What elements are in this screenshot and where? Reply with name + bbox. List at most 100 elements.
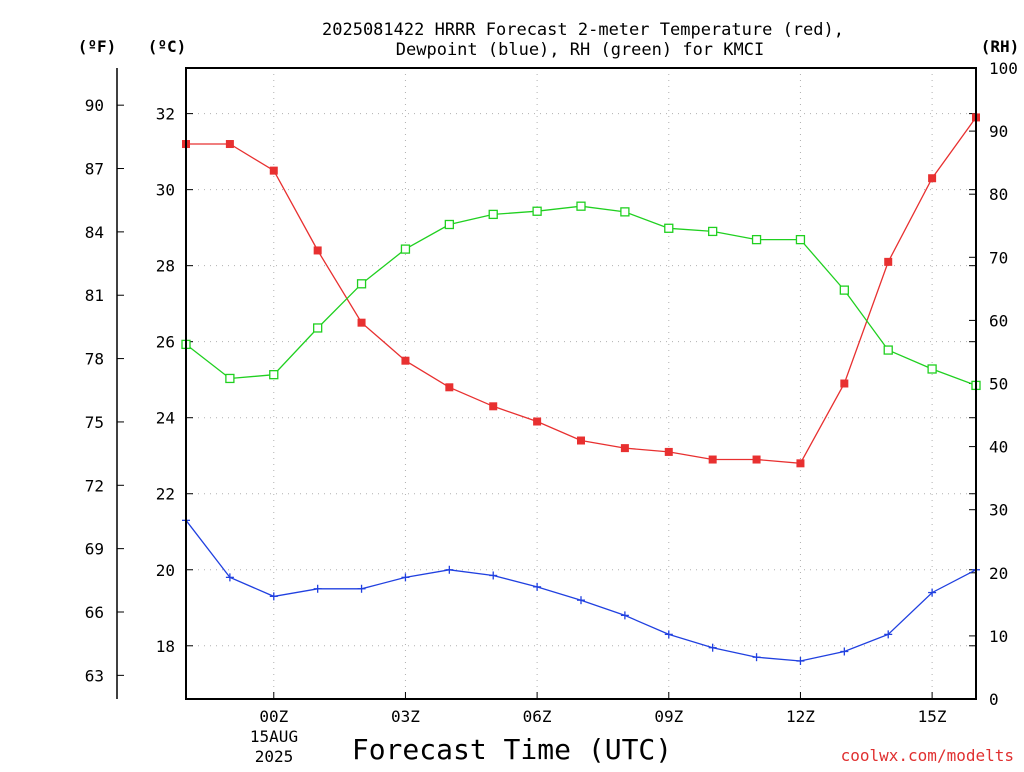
2-meter-temperature-point [796, 459, 805, 468]
rh-point [576, 201, 586, 211]
rh-tick-label: 50 [989, 375, 1008, 394]
celsius-tick-label: 30 [156, 181, 175, 200]
2-meter-temperature-point [357, 318, 366, 327]
celsius-tick-label: 20 [156, 561, 175, 580]
x-axis-title: Forecast Time (UTC) [352, 733, 672, 766]
2-meter-temperature-point [708, 455, 717, 464]
2-meter-temperature-point [752, 455, 761, 464]
2-meter-temperature-point [533, 417, 542, 426]
rh-point [664, 223, 674, 233]
celsius-tick-label: 28 [156, 257, 175, 276]
chart-title-line1: 2025081422 HRRR Forecast 2-meter Tempera… [322, 20, 844, 40]
fahrenheit-tick-label: 69 [85, 540, 104, 559]
time-tick-label: 06Z [523, 707, 552, 726]
dewpoint-point [664, 630, 673, 639]
celsius-axis-unit: (ºC) [148, 37, 187, 56]
fahrenheit-tick-label: 75 [85, 413, 104, 432]
dewpoint-series [182, 516, 980, 665]
source-watermark: coolwx.com/modelts [841, 746, 1014, 765]
rh-point [488, 209, 498, 220]
celsius-tick-label: 26 [156, 333, 175, 352]
rh-tick-label: 40 [989, 438, 1008, 457]
2-meter-temperature-point [928, 174, 937, 183]
2-meter-temperature-point [664, 447, 673, 456]
dewpoint-point [752, 653, 761, 662]
rh-tick-label: 100 [989, 59, 1018, 78]
rh-point [313, 323, 323, 333]
rh-point [839, 285, 849, 295]
dewpoint-point [708, 643, 717, 652]
dewpoint-point [796, 656, 805, 665]
rh-point [400, 244, 411, 254]
rh-line [185, 205, 977, 387]
rh-tick-label: 90 [989, 122, 1008, 141]
2-meter-temperature-point [620, 444, 629, 453]
rh-axis-unit: (RH) [981, 37, 1020, 56]
dewpoint-point [884, 630, 893, 639]
rh-tick-label: 60 [989, 311, 1008, 330]
time-tick-label: 09Z [654, 707, 683, 726]
dewpoint-point [533, 582, 542, 591]
rh-tick-label: 0 [989, 690, 999, 709]
dewpoint-point [225, 573, 234, 582]
time-tick-label: 15Z [918, 707, 947, 726]
date-label-year: 2025 [255, 747, 294, 766]
rh-point [708, 226, 718, 237]
fahrenheit-tick-label: 87 [85, 160, 104, 179]
dewpoint-point [313, 584, 322, 593]
dewpoint-point [357, 584, 366, 593]
rh-tick-label: 10 [989, 627, 1008, 646]
2-meter-temperature-point [313, 246, 322, 255]
rh-point [620, 207, 630, 217]
rh-point [795, 234, 806, 245]
2-meter-temperature-point [840, 379, 849, 388]
2-meter-temperature-point [577, 436, 585, 445]
2-meter-temperature-point [401, 356, 410, 365]
date-label-day: 15AUG [250, 727, 298, 746]
rh-point [883, 345, 893, 355]
celsius-axis: 18 20 22 24 26 28 30 32 [156, 105, 976, 656]
rh-point [444, 219, 454, 230]
chart-title-line2: Dewpoint (blue), RH (green) for KMCI [396, 40, 764, 60]
dewpoint-point [840, 647, 849, 656]
rh-point [269, 370, 279, 380]
rh-tick-label: 30 [989, 501, 1008, 520]
dewpoint-point [489, 571, 498, 580]
rh-axis: 0 10 20 30 40 50 60 70 80 90 100 [969, 59, 1018, 709]
rh-tick-label: 70 [989, 248, 1008, 267]
fahrenheit-tick-label: 66 [85, 603, 104, 622]
fahrenheit-tick-label: 72 [85, 476, 104, 495]
celsius-tick-label: 32 [156, 105, 175, 124]
celsius-tick-label: 22 [156, 485, 175, 504]
2-meter-temperature-series [182, 113, 980, 468]
dewpoint-point [577, 596, 585, 605]
dewpoint-point [928, 588, 937, 597]
fahrenheit-tick-label: 90 [85, 96, 104, 115]
time-tick-label: 00Z [259, 707, 288, 726]
time-tick-label: 03Z [391, 707, 420, 726]
2-meter-temperature-point [884, 257, 893, 266]
time-tick-label: 12Z [786, 707, 815, 726]
dewpoint-point [620, 611, 629, 620]
fahrenheit-tick-label: 63 [85, 666, 104, 685]
rh-point [225, 373, 235, 384]
rh-point [356, 279, 367, 289]
fahrenheit-axis: 63 66 69 72 75 78 81 84 87 90 [85, 68, 124, 699]
rh-series [181, 201, 981, 391]
rh-point [532, 206, 542, 216]
rh-point [751, 234, 762, 245]
fahrenheit-axis-unit: (ºF) [78, 37, 117, 56]
dewpoint-line [185, 519, 977, 662]
fahrenheit-tick-label: 84 [85, 223, 104, 242]
rh-tick-label: 80 [989, 185, 1008, 204]
fahrenheit-tick-label: 81 [85, 286, 104, 305]
2-meter-temperature-point [225, 140, 234, 149]
grid-lines [186, 68, 976, 699]
rh-point [927, 364, 937, 374]
time-axis: 00Z 03Z 06Z 09Z 12Z 15Z [259, 692, 947, 726]
plot-frame [185, 67, 977, 700]
celsius-tick-label: 18 [156, 637, 175, 656]
dewpoint-point [269, 592, 278, 601]
